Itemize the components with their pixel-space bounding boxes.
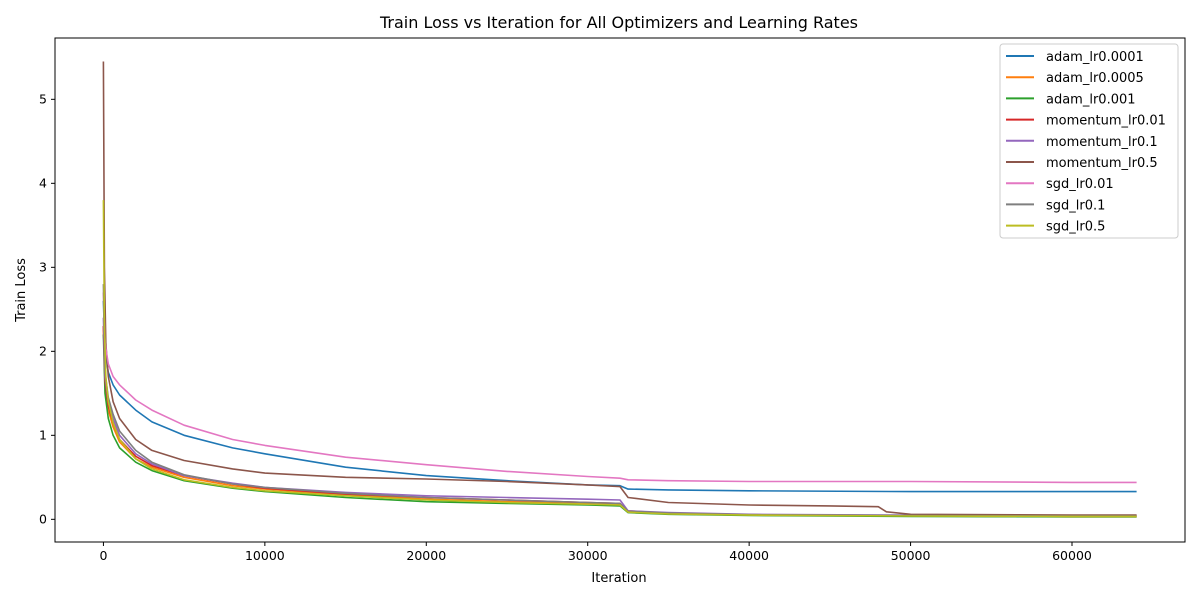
legend-label: momentum_lr0.01 (1046, 114, 1166, 129)
x-tick-label: 40000 (729, 548, 769, 563)
y-tick-label: 5 (39, 91, 47, 106)
y-tick-label: 2 (39, 343, 47, 358)
plot-lines (102, 61, 1137, 518)
x-tick-label: 50000 (891, 548, 931, 563)
legend-label: sgd_lr0.01 (1046, 177, 1114, 192)
legend-label: adam_lr0.001 (1046, 92, 1136, 107)
y-axis-label: Train Loss (14, 258, 29, 323)
series-line-sgd_lr0.01 (102, 292, 1137, 484)
x-axis-ticks: 0 10000 20000 30000 40000 50000 60000 (99, 542, 1092, 563)
series-line-momentum_lr0.5 (102, 61, 1137, 516)
series-line-sgd_lr0.5 (102, 200, 1137, 518)
chart-title: Train Loss vs Iteration for All Optimize… (379, 13, 858, 32)
y-tick-label: 0 (39, 511, 47, 526)
x-tick-label: 20000 (406, 548, 446, 563)
x-tick-label: 10000 (245, 548, 285, 563)
y-axis-ticks: 0 1 2 3 4 5 (39, 91, 55, 526)
series-line-adam_lr0.0001 (102, 300, 1137, 493)
plot-area-frame (54, 37, 1186, 543)
x-tick-label: 30000 (568, 548, 608, 563)
legend-label: adam_lr0.0001 (1046, 50, 1144, 65)
legend-label: momentum_lr0.1 (1046, 135, 1158, 150)
legend-label: sgd_lr0.5 (1046, 220, 1105, 235)
x-axis-label: Iteration (591, 571, 646, 586)
x-tick-label: 0 (99, 548, 107, 563)
y-tick-label: 4 (39, 175, 47, 190)
y-tick-label: 1 (39, 427, 47, 442)
legend: adam_lr0.0001 adam_lr0.0005 adam_lr0.001mo… (999, 43, 1179, 239)
legend-label: adam_lr0.0005 (1046, 71, 1144, 86)
legend-box (999, 43, 1179, 239)
legend-label: momentum_lr0.5 (1046, 156, 1158, 171)
y-tick-label: 3 (39, 259, 47, 274)
x-tick-label: 60000 (1052, 548, 1092, 563)
legend-label: sgd_lr0.1 (1046, 198, 1105, 213)
